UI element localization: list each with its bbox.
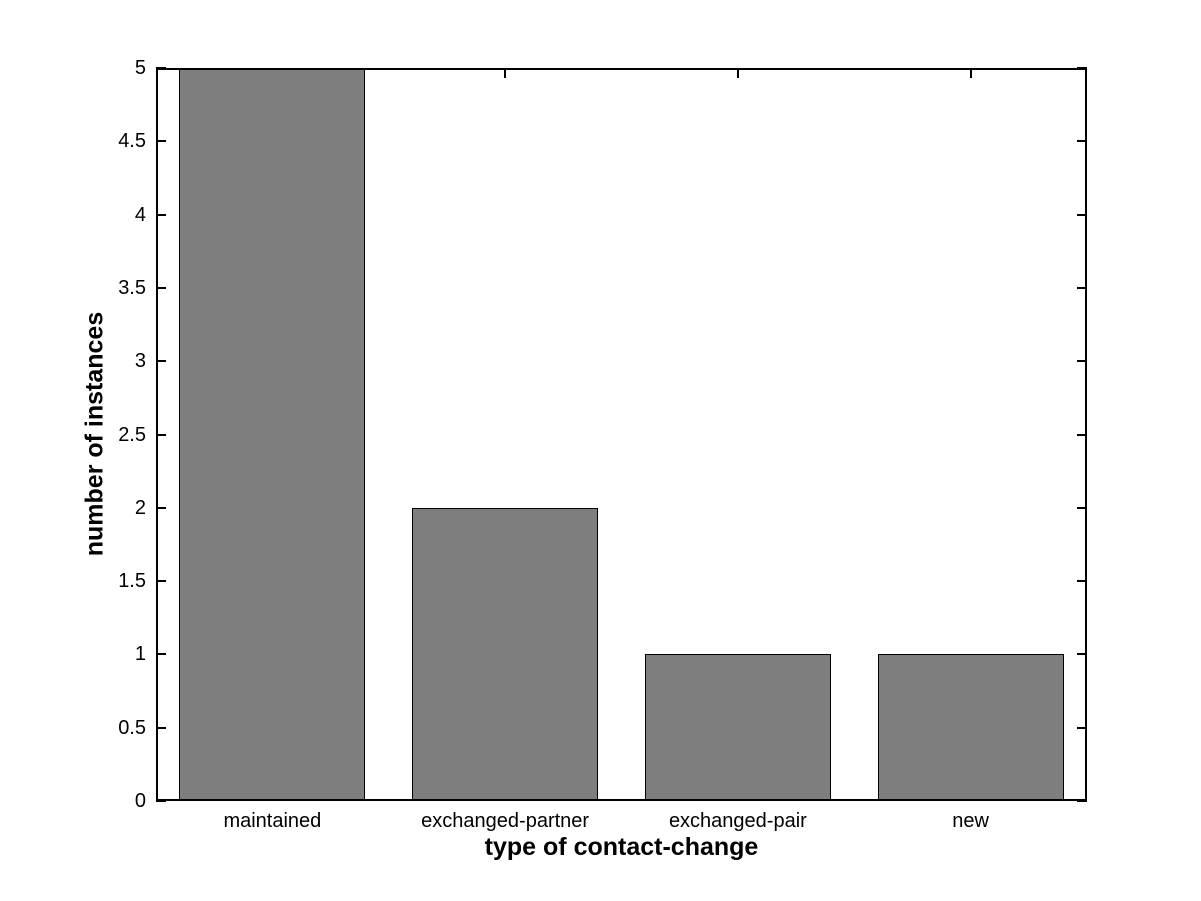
y-tick-mark <box>156 653 166 656</box>
y-tick-label: 3 <box>134 350 146 373</box>
y-tick-mark <box>1077 506 1087 509</box>
y-tick-label: 1.5 <box>118 570 146 593</box>
y-tick-mark <box>156 360 166 363</box>
y-tick-mark <box>156 67 166 69</box>
plot-area <box>156 67 1087 802</box>
x-tick-label: exchanged-partner <box>421 810 590 832</box>
y-tick-mark <box>1077 800 1087 802</box>
y-tick-mark <box>1077 653 1087 656</box>
y-tick-label: 5 <box>134 57 146 79</box>
y-tick-mark <box>1077 140 1087 143</box>
x-tick-label: new <box>952 810 989 832</box>
x-tick-mark <box>969 68 972 78</box>
y-tick-mark <box>156 800 166 802</box>
y-tick-mark <box>1077 433 1087 436</box>
y-tick-mark <box>1077 580 1087 583</box>
y-tick-mark <box>156 433 166 436</box>
y-tick-mark <box>156 213 166 216</box>
y-tick-mark <box>156 580 166 583</box>
y-tick-label: 0.5 <box>118 716 146 739</box>
y-tick-mark <box>156 140 166 143</box>
x-tick-mark <box>504 68 507 78</box>
y-tick-mark <box>156 506 166 509</box>
y-tick-label: 0 <box>134 790 146 812</box>
y-tick-label: 2.5 <box>118 423 146 446</box>
bar-maintained <box>179 68 366 801</box>
bar-exchanged-pair <box>644 654 831 801</box>
y-tick-mark <box>1077 213 1087 216</box>
y-tick-mark <box>156 286 166 289</box>
y-tick-mark <box>156 726 166 729</box>
x-tick-mark <box>736 68 739 78</box>
x-axis-label: type of contact-change <box>484 833 759 861</box>
x-tick-label: maintained <box>223 810 322 832</box>
bar-new <box>877 654 1064 801</box>
x-tick-label: exchanged-pair <box>668 810 807 832</box>
y-tick-mark <box>1077 67 1087 69</box>
y-tick-mark <box>1077 286 1087 289</box>
y-tick-label: 4 <box>134 203 146 226</box>
y-tick-mark <box>1077 360 1087 363</box>
y-tick-label: 4.5 <box>118 130 146 153</box>
y-tick-label: 1 <box>134 643 146 666</box>
y-tick-label: 2 <box>134 496 146 519</box>
bar-exchanged-partner <box>412 507 599 801</box>
bars-layer <box>156 68 1087 801</box>
y-tick-label: 3.5 <box>118 276 146 299</box>
y-tick-mark <box>1077 726 1087 729</box>
